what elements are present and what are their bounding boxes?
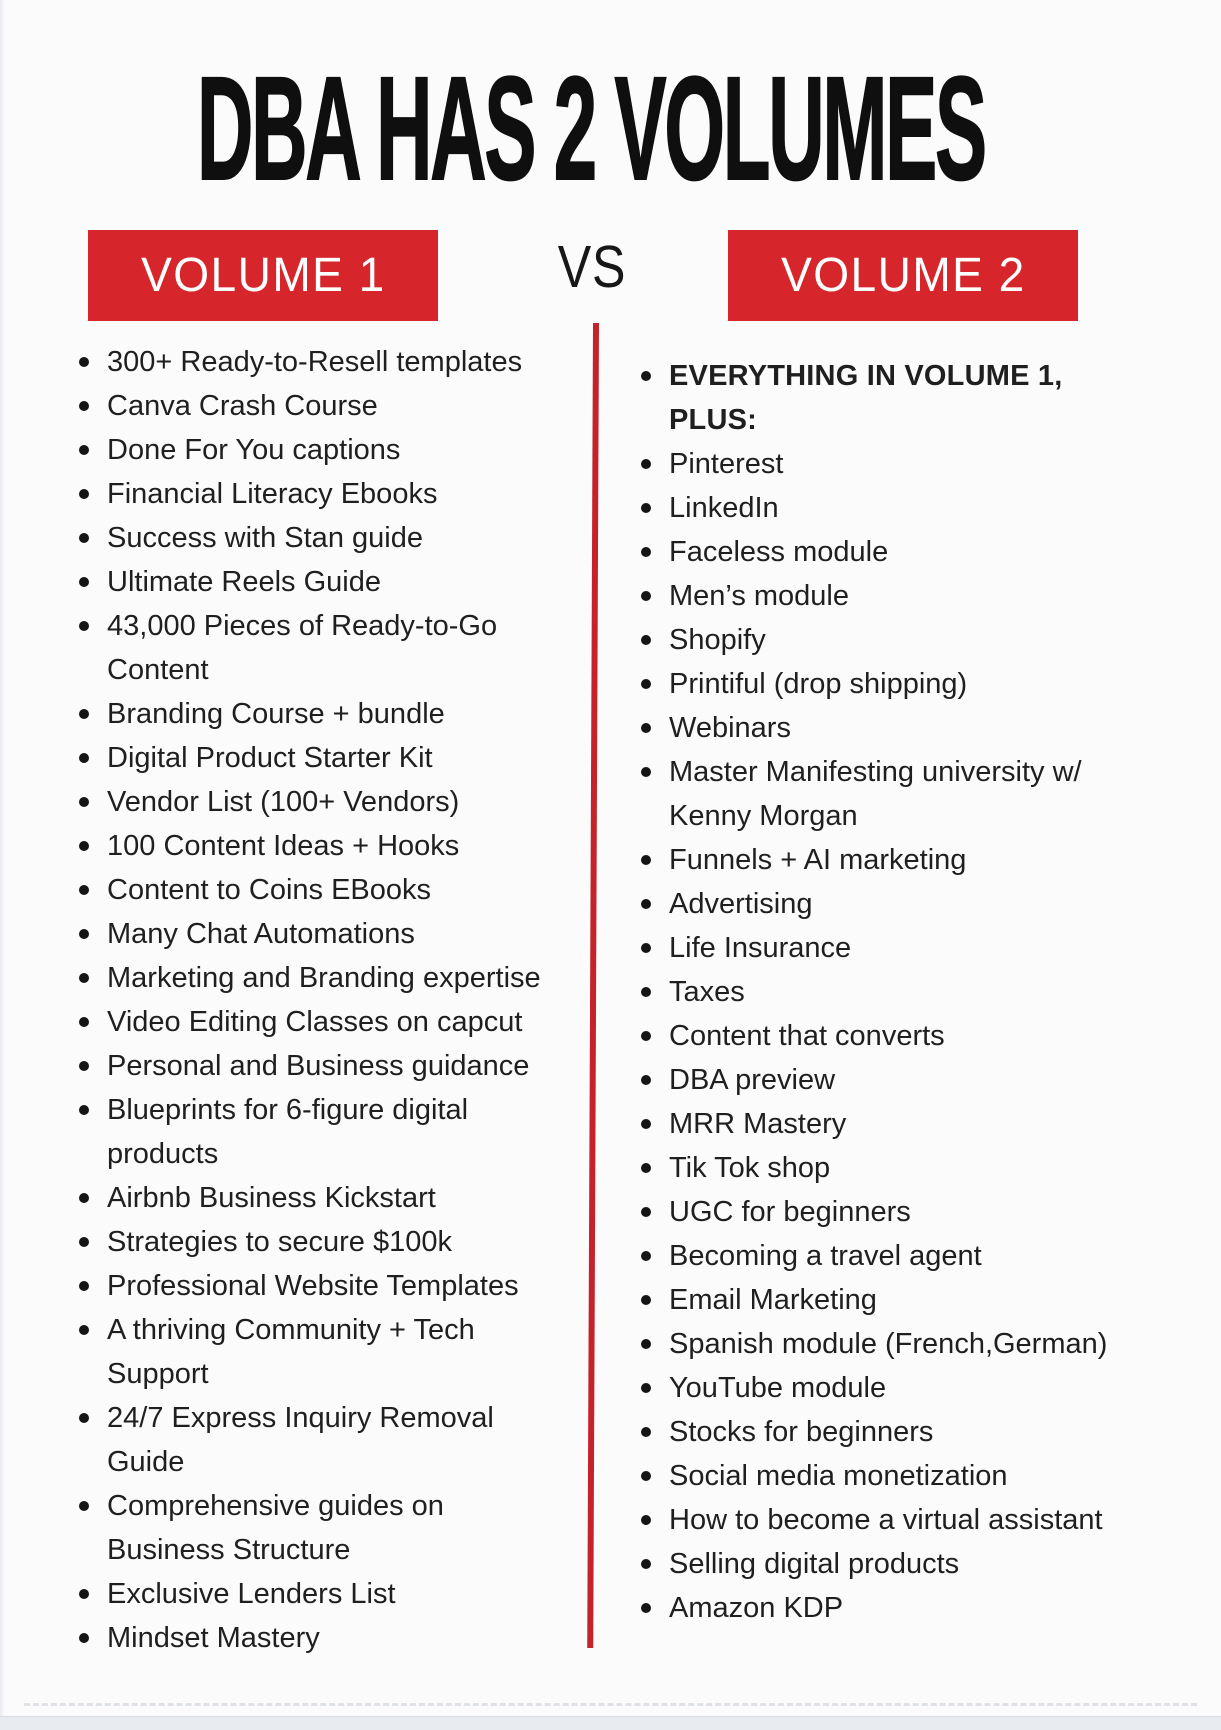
list-item: Master Manifesting university w/ Kenny M… (641, 750, 1156, 838)
list-item: Many Chat Automations (79, 912, 559, 956)
list-item: How to become a virtual assistant (641, 1498, 1156, 1542)
volume2-list: EVERYTHING IN VOLUME 1, PLUS: Pinterest Li… (641, 354, 1156, 1630)
list-item: Amazon KDP (641, 1586, 1156, 1630)
list-item: Funnels + AI marketing (641, 838, 1156, 882)
list-item: Faceless module (641, 530, 1156, 574)
page-title: DBA HAS 2 VOLUMES (0, 47, 1221, 211)
volume1-label: VOLUME 1 (140, 249, 386, 302)
list-item: Financial Literacy Ebooks (79, 472, 559, 516)
list-item: UGC for beginners (641, 1190, 1156, 1234)
list-item: Men’s module (641, 574, 1156, 618)
list-item: Exclusive Lenders List (79, 1572, 559, 1616)
page-title-text: DBA HAS 2 VOLUMES (197, 47, 988, 211)
list-item: Marketing and Branding expertise (79, 956, 559, 1000)
vs-label: VS (552, 238, 633, 297)
list-item: LinkedIn (641, 486, 1156, 530)
list-item: 24/7 Express Inquiry Removal Guide (79, 1396, 559, 1484)
list-item: Success with Stan guide (79, 516, 559, 560)
volume1-header: VOLUME 1 (88, 230, 438, 321)
list-item: Digital Product Starter Kit (79, 736, 559, 780)
list-item: Content that converts (641, 1014, 1156, 1058)
list-item: Social media monetization (641, 1454, 1156, 1498)
list-item: Webinars (641, 706, 1156, 750)
list-item: Shopify (641, 618, 1156, 662)
bottom-dashed-line (24, 1703, 1197, 1706)
list-item: Airbnb Business Kickstart (79, 1176, 559, 1220)
list-item: A thriving Community + Tech Support (79, 1308, 559, 1396)
list-item: Tik Tok shop (641, 1146, 1156, 1190)
list-item: Content to Coins EBooks (79, 868, 559, 912)
list-item: Life Insurance (641, 926, 1156, 970)
list-item: Strategies to secure $100k (79, 1220, 559, 1264)
list-item: Blueprints for 6-figure digital products (79, 1088, 559, 1176)
list-item: Mindset Mastery (79, 1616, 559, 1660)
list-item: Comprehensive guides on Business Structu… (79, 1484, 559, 1572)
left-edge-shadow (0, 0, 5, 1730)
list-item: 43,000 Pieces of Ready-to-Go Content (79, 604, 559, 692)
list-item: MRR Mastery (641, 1102, 1156, 1146)
volume2-header: VOLUME 2 (728, 230, 1078, 321)
column-divider (587, 322, 599, 1649)
volume2-label: VOLUME 2 (780, 249, 1026, 302)
list-item: Professional Website Templates (79, 1264, 559, 1308)
list-item: YouTube module (641, 1366, 1156, 1410)
list-item: Selling digital products (641, 1542, 1156, 1586)
volume1-list: 300+ Ready-to-Resell templates Canva Cras… (79, 340, 559, 1660)
vs-text: VS (557, 234, 627, 300)
list-item: Personal and Business guidance (79, 1044, 559, 1088)
list-item: Stocks for beginners (641, 1410, 1156, 1454)
list-item: Advertising (641, 882, 1156, 926)
list-item: EVERYTHING IN VOLUME 1, PLUS: (641, 354, 1156, 442)
list-item: Becoming a travel agent (641, 1234, 1156, 1278)
list-item: DBA preview (641, 1058, 1156, 1102)
list-item: Taxes (641, 970, 1156, 1014)
list-item: Email Marketing (641, 1278, 1156, 1322)
list-item: Pinterest (641, 442, 1156, 486)
list-item: Canva Crash Course (79, 384, 559, 428)
list-item: Ultimate Reels Guide (79, 560, 559, 604)
bottom-bar (0, 1716, 1221, 1730)
list-item: Spanish module (French,German) (641, 1322, 1156, 1366)
list-item: Video Editing Classes on capcut (79, 1000, 559, 1044)
list-item: Vendor List (100+ Vendors) (79, 780, 559, 824)
list-item: 100 Content Ideas + Hooks (79, 824, 559, 868)
list-item: Printiful (drop shipping) (641, 662, 1156, 706)
list-item: Branding Course + bundle (79, 692, 559, 736)
list-item: 300+ Ready-to-Resell templates (79, 340, 559, 384)
list-item: Done For You captions (79, 428, 559, 472)
